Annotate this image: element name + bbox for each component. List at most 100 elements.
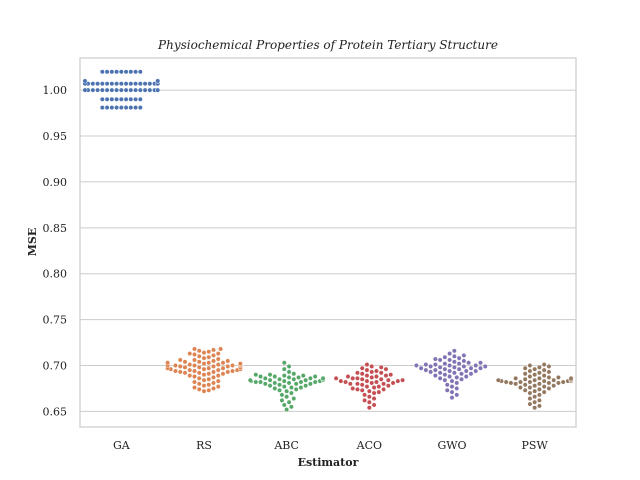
data-point-abc bbox=[262, 381, 268, 387]
data-point-aco bbox=[362, 397, 367, 403]
data-point-gwo bbox=[451, 370, 457, 376]
data-point-gwo bbox=[463, 374, 469, 379]
data-point-abc bbox=[289, 404, 294, 410]
data-point-rs bbox=[196, 359, 202, 365]
data-point-rs bbox=[192, 346, 197, 352]
y-tick-label: 0.65 bbox=[43, 405, 68, 418]
data-point-gwo bbox=[468, 365, 474, 371]
data-point-psw bbox=[541, 373, 547, 378]
data-point-ga bbox=[109, 105, 115, 110]
data-point-rs bbox=[215, 351, 221, 356]
data-point-aco bbox=[369, 380, 375, 386]
data-point-rs bbox=[201, 361, 207, 367]
data-point-rs bbox=[192, 368, 197, 374]
data-point-aco bbox=[355, 386, 360, 392]
data-point-gwo bbox=[459, 376, 464, 382]
data-point-ga bbox=[133, 81, 138, 87]
data-point-gwo bbox=[428, 364, 434, 369]
data-point-rs bbox=[215, 367, 221, 373]
data-point-abc bbox=[284, 388, 290, 394]
data-point-rs bbox=[215, 378, 221, 384]
data-point-aco bbox=[366, 388, 372, 394]
data-point-psw bbox=[546, 375, 552, 380]
data-point-abc bbox=[258, 379, 263, 385]
data-point-psw bbox=[513, 381, 519, 387]
data-point-psw bbox=[518, 379, 523, 385]
data-point-psw bbox=[556, 380, 561, 386]
data-point-gwo bbox=[442, 361, 448, 367]
data-point-rs bbox=[196, 386, 202, 392]
data-point-psw bbox=[522, 382, 528, 388]
data-point-psw bbox=[541, 378, 547, 384]
data-point-rs bbox=[201, 355, 207, 361]
data-point-abc bbox=[308, 375, 313, 381]
data-point-psw bbox=[537, 386, 542, 392]
data-point-psw bbox=[551, 383, 557, 389]
data-point-psw bbox=[527, 385, 533, 390]
data-point-ga bbox=[142, 87, 148, 93]
data-point-abc bbox=[281, 373, 287, 378]
data-point-ga bbox=[155, 87, 161, 93]
data-point-ga bbox=[123, 81, 129, 87]
data-point-gwo bbox=[478, 360, 483, 366]
data-point-abc bbox=[267, 383, 273, 389]
data-point-gwo bbox=[423, 367, 429, 373]
data-point-gwo bbox=[447, 374, 453, 379]
data-point-ga bbox=[147, 81, 153, 87]
data-point-ga bbox=[133, 105, 138, 110]
data-point-ga bbox=[123, 69, 129, 75]
grid-layer bbox=[80, 89, 576, 412]
data-point-psw bbox=[527, 363, 533, 368]
data-point-abc bbox=[293, 386, 299, 392]
data-point-psw bbox=[532, 399, 538, 405]
data-point-psw bbox=[532, 366, 538, 372]
data-point-abc bbox=[258, 374, 263, 379]
data-point-psw bbox=[546, 380, 552, 386]
data-point-abc bbox=[277, 387, 282, 393]
data-point-aco bbox=[385, 377, 391, 383]
data-point-abc bbox=[286, 399, 292, 405]
data-point-gwo bbox=[444, 382, 450, 388]
data-point-psw bbox=[527, 374, 533, 379]
data-point-psw bbox=[513, 375, 519, 381]
data-point-rs bbox=[215, 362, 221, 367]
data-point-ga bbox=[114, 105, 119, 110]
data-point-gwo bbox=[442, 377, 448, 383]
data-point-ga bbox=[128, 87, 134, 93]
data-point-ga bbox=[109, 69, 115, 75]
data-point-ga bbox=[104, 81, 110, 87]
data-point-ga bbox=[137, 87, 143, 93]
data-point-aco bbox=[355, 381, 360, 387]
data-point-gwo bbox=[423, 362, 429, 367]
data-point-rs bbox=[230, 368, 235, 374]
data-point-abc bbox=[281, 402, 287, 408]
data-point-gwo bbox=[413, 363, 419, 368]
data-point-abc bbox=[312, 374, 318, 379]
data-point-aco bbox=[350, 386, 356, 391]
x-axis-label: Estimator bbox=[298, 456, 359, 469]
data-point-psw bbox=[532, 377, 538, 383]
x-tick-label: GA bbox=[113, 439, 131, 452]
y-tick-label: 0.95 bbox=[43, 130, 68, 143]
data-point-rs bbox=[187, 362, 193, 367]
data-point-psw bbox=[532, 383, 538, 389]
data-point-psw bbox=[546, 369, 552, 375]
data-point-psw bbox=[522, 365, 528, 371]
data-point-aco bbox=[378, 370, 384, 376]
data-point-ga bbox=[137, 96, 143, 102]
data-point-psw bbox=[503, 379, 509, 385]
data-point-psw bbox=[518, 385, 523, 390]
data-point-psw bbox=[537, 370, 542, 376]
data-point-aco bbox=[362, 392, 367, 398]
data-point-aco bbox=[355, 370, 360, 376]
data-point-aco bbox=[378, 364, 384, 370]
data-point-abc bbox=[279, 397, 285, 403]
data-point-gwo bbox=[449, 395, 455, 401]
data-point-ga bbox=[147, 87, 153, 93]
data-point-ga bbox=[118, 96, 124, 102]
data-point-ga bbox=[137, 105, 143, 110]
x-tick-label: PSW bbox=[522, 439, 549, 452]
data-point-rs bbox=[211, 386, 216, 391]
data-point-abc bbox=[272, 374, 278, 379]
data-point-aco bbox=[400, 377, 405, 383]
